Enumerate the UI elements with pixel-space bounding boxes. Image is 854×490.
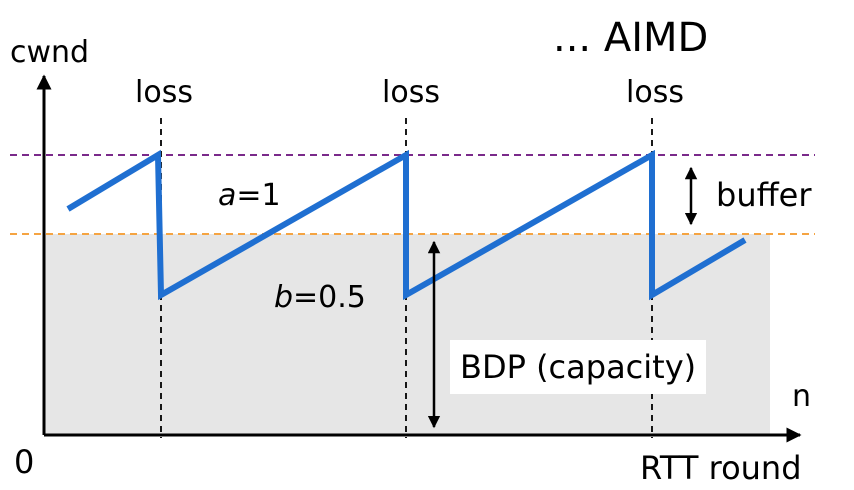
loss-label-3: loss [626,75,684,110]
x-axis-label: RTT round [640,449,802,487]
y-axis-label: cwnd [10,35,90,70]
n-label: n [792,379,812,414]
additive-increase-label: a=1 [218,181,281,211]
loss-label-2: loss [382,75,440,110]
loss-label-1: loss [135,75,193,110]
origin-label: 0 [14,443,35,481]
cwnd-sawtooth-line [66,149,747,301]
b-value: =0.5 [293,280,366,315]
multiplicative-decrease-label: b=0.5 [274,283,366,313]
a-symbol: a [218,178,237,213]
bdp-capacity-label: BDP (capacity) [450,340,707,394]
a-value: =1 [236,178,281,213]
b-symbol: b [274,280,294,315]
buffer-label: buffer [716,176,812,214]
diagram-title: ... AIMD [553,15,709,61]
